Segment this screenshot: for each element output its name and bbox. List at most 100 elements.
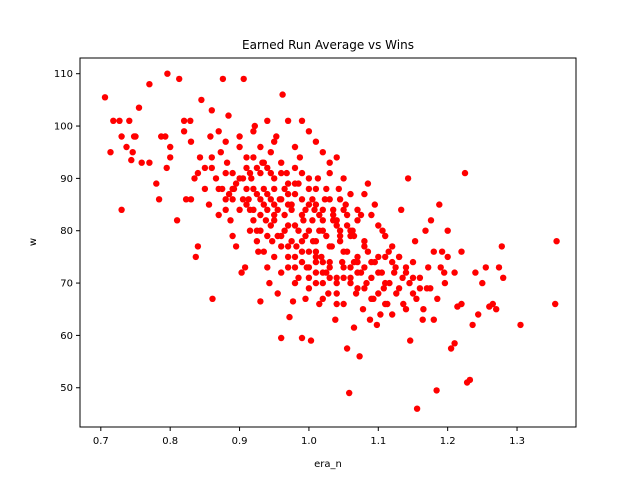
data-point [274,290,281,297]
data-point [222,169,229,177]
y-tick-label: 50 [60,383,73,394]
data-point [298,211,306,219]
data-point [430,316,437,323]
data-point [399,274,406,281]
data-point [264,264,271,271]
data-point [300,217,307,224]
data-point [319,295,326,302]
data-point [466,376,474,384]
data-point [347,264,354,271]
y-tick-label: 90 [60,174,73,185]
data-point [194,169,202,177]
data-point [312,201,320,208]
data-point [212,175,220,182]
data-point [434,295,441,302]
data-point [552,300,559,308]
data-point [352,290,360,297]
data-point [336,232,344,240]
data-point [208,164,215,172]
data-point [489,300,496,308]
x-tick-label: 1.0 [301,436,317,447]
y-tick-label: 80 [60,226,73,237]
data-point [208,154,215,161]
data-point [500,274,507,281]
y-axis-label: w [28,238,39,246]
data-point [291,222,299,229]
data-point [217,149,224,156]
data-point [248,175,255,182]
data-point [451,340,458,347]
data-point [146,159,153,166]
data-point [382,253,389,261]
data-point [219,185,226,193]
data-point [229,196,236,203]
data-point [288,206,295,213]
data-point [267,222,274,229]
data-point [251,122,258,130]
x-tick-label: 1.1 [370,436,386,447]
data-point [155,196,163,203]
data-point [319,269,326,276]
data-point [361,243,368,250]
x-tick-label: 1.3 [509,436,525,447]
data-point [298,258,306,266]
data-point [398,206,405,213]
data-point [236,133,243,140]
data-point [451,269,458,276]
data-point [194,243,202,250]
data-point [291,253,299,261]
data-point [271,253,278,261]
data-point [238,269,245,276]
data-point [333,279,340,287]
data-point [305,128,313,135]
data-point [366,316,374,323]
data-point [250,154,257,161]
data-point [340,206,347,213]
data-point [422,227,429,234]
x-tick-label: 0.7 [93,436,109,447]
data-point [340,264,347,271]
data-point [291,143,299,151]
data-point [146,81,153,88]
data-point [298,334,306,342]
data-point [419,316,426,323]
data-point [138,159,145,166]
data-point [243,164,250,172]
data-point [312,238,320,245]
x-axis-label: era_n [314,459,342,470]
data-point [444,253,451,261]
data-point [243,154,250,161]
data-point [305,201,313,208]
data-point [262,217,270,224]
data-point [404,175,412,182]
data-point [316,227,323,234]
data-point [472,269,479,276]
data-point [298,169,306,177]
data-point [278,243,285,250]
x-tick-label: 0.9 [232,436,248,447]
data-point [343,222,351,229]
data-point [295,180,302,187]
data-point [325,290,332,297]
data-point [430,248,437,255]
data-point [260,248,267,255]
data-point [312,258,320,266]
data-point [110,117,117,125]
data-point [284,264,292,271]
data-point [101,94,109,101]
data-point [293,243,300,250]
data-point [368,295,375,302]
data-point [187,196,195,203]
data-point [283,169,290,177]
data-point [291,279,299,287]
data-point [458,300,465,308]
data-point [391,269,398,276]
data-point [316,300,323,308]
data-point [340,175,347,182]
data-point [274,206,281,213]
data-point [311,206,318,213]
data-point [333,222,340,229]
data-point [433,387,440,394]
data-point [163,164,170,172]
